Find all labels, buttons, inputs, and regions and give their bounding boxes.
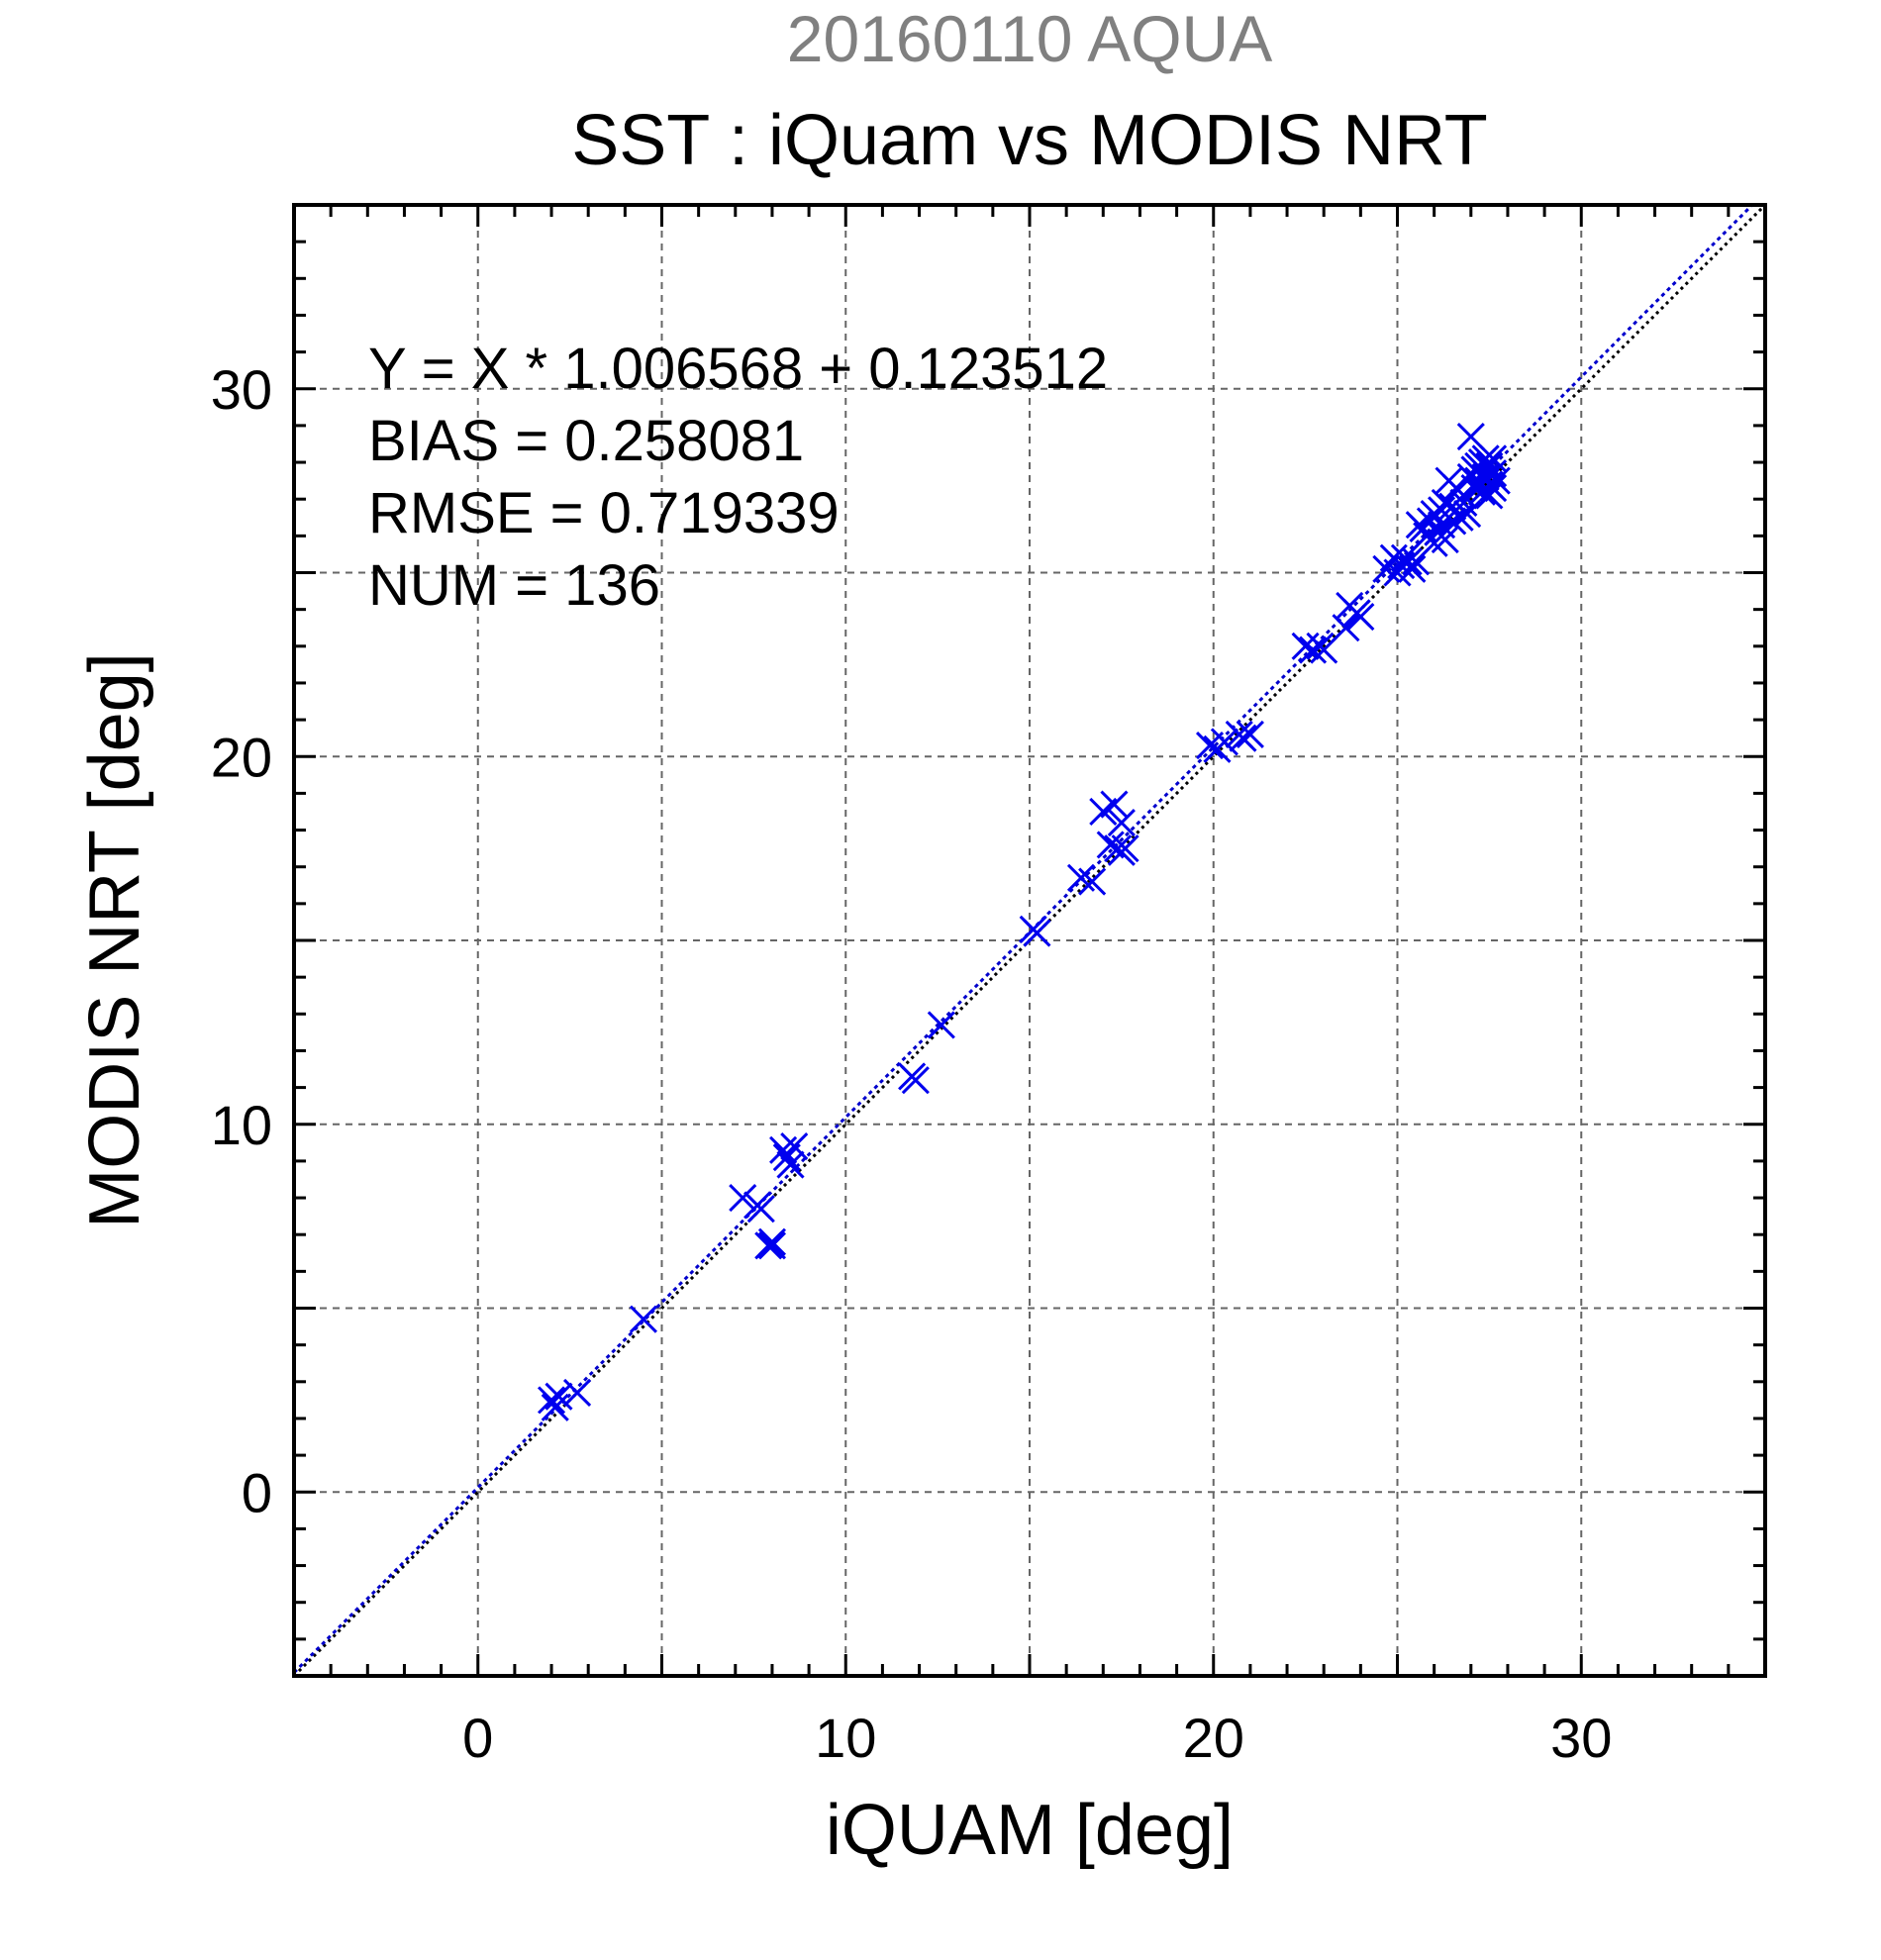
y-tick-label: 0 (242, 1461, 272, 1523)
data-point (1236, 720, 1264, 749)
data-point (1479, 459, 1508, 488)
data-point (544, 1382, 573, 1411)
data-point (1107, 809, 1136, 837)
y-axis-label: MODIS NRT [deg] (75, 652, 154, 1228)
data-point (1482, 466, 1511, 495)
data-point (537, 1386, 566, 1415)
data-point (1431, 526, 1459, 554)
stats-annotations: Y = X * 1.006568 + 0.123512 BIAS = 0.2580… (368, 337, 1108, 618)
data-point (1449, 488, 1478, 517)
y-tick-label: 30 (211, 358, 272, 421)
data-point (769, 1135, 798, 1164)
x-tick-label: 30 (1550, 1707, 1612, 1769)
x-axis-label: iQUAM [deg] (826, 1791, 1234, 1870)
data-point (1229, 724, 1257, 752)
tick-labels: 0 10 20 30 0 10 20 30 (211, 358, 1613, 1769)
annotation-line: RMSE = 0.719339 (368, 481, 840, 545)
data-point (1066, 863, 1096, 892)
grid-lines (294, 205, 1765, 1676)
data-point (746, 1195, 775, 1224)
data-point (927, 1011, 955, 1039)
data-point (1394, 547, 1423, 576)
data-point (629, 1305, 657, 1333)
x-tick-label: 0 (462, 1707, 493, 1769)
data-points (537, 422, 1511, 1421)
chart-supertitle: 20160110 AQUA (787, 2, 1273, 75)
data-point (1210, 728, 1238, 756)
data-point (757, 1227, 787, 1256)
x-tick-label: 10 (815, 1707, 876, 1769)
data-point (757, 1231, 787, 1260)
x-tick-label: 20 (1183, 1707, 1244, 1769)
data-point (1310, 636, 1338, 664)
annotation-line: BIAS = 0.258081 (368, 409, 804, 473)
data-point (1475, 481, 1504, 510)
data-point (1078, 867, 1107, 896)
y-tick-label: 20 (211, 726, 272, 788)
annotation-line: Y = X * 1.006568 + 0.123512 (368, 337, 1108, 401)
data-point (1023, 919, 1051, 947)
data-point (1420, 529, 1448, 557)
data-point (901, 1066, 930, 1095)
data-point (1479, 444, 1508, 473)
data-point (1100, 790, 1129, 819)
data-point (776, 1150, 805, 1179)
data-point (562, 1378, 592, 1408)
annotation-line: NUM = 136 (368, 553, 660, 618)
data-point (1471, 444, 1500, 473)
data-point (1398, 554, 1427, 583)
data-point (1298, 636, 1328, 664)
data-point (1111, 834, 1139, 863)
data-point (1332, 614, 1360, 642)
y-tick-label: 10 (211, 1094, 272, 1156)
data-point (1456, 422, 1485, 451)
data-point (1291, 632, 1320, 660)
data-point (1346, 603, 1375, 632)
chart-title: SST : iQuam vs MODIS NRT (571, 101, 1488, 180)
plot-frame (292, 203, 1767, 1678)
data-point (1453, 499, 1482, 529)
data-point (1479, 473, 1508, 503)
data-point (1438, 507, 1467, 536)
data-point (541, 1393, 569, 1421)
data-point (729, 1183, 757, 1213)
data-point (780, 1131, 809, 1161)
